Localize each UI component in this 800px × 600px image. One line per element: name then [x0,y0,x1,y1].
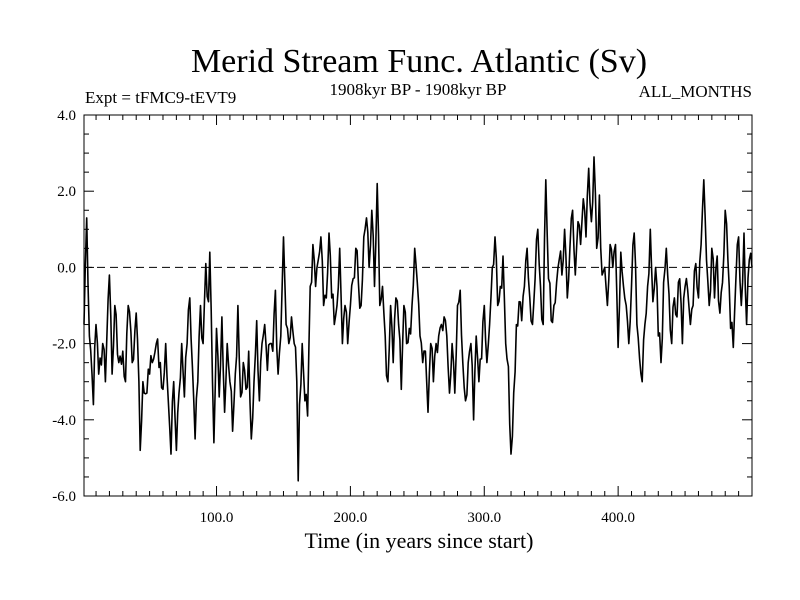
y-tick-label: 4.0 [57,108,76,124]
months-label: ALL_MONTHS [639,82,752,101]
experiment-label: Expt = tFMC9-tEVT9 [85,88,236,107]
y-tick-label: -2.0 [52,337,76,353]
y-tick-label: -4.0 [52,413,76,429]
y-tick-label: -6.0 [52,489,76,505]
stream-function-series [83,156,753,482]
x-tick-label: 200.0 [334,510,368,526]
x-tick-label: 400.0 [601,510,635,526]
x-tick-label: 100.0 [200,510,234,526]
y-tick-label: 0.0 [57,260,76,276]
x-tick-label: 300.0 [467,510,501,526]
plot-frame [83,114,753,497]
y-tick-label: 2.0 [57,184,76,200]
chart-title: Merid Stream Func. Atlantic (Sv) [191,43,647,80]
x-axis-ticks: 100.0 200.0 300.0 400.0 [95,115,753,526]
period-label: 1908kyr BP - 1908kyr BP [330,80,507,99]
x-axis-label: Time (in years since start) [305,528,534,553]
